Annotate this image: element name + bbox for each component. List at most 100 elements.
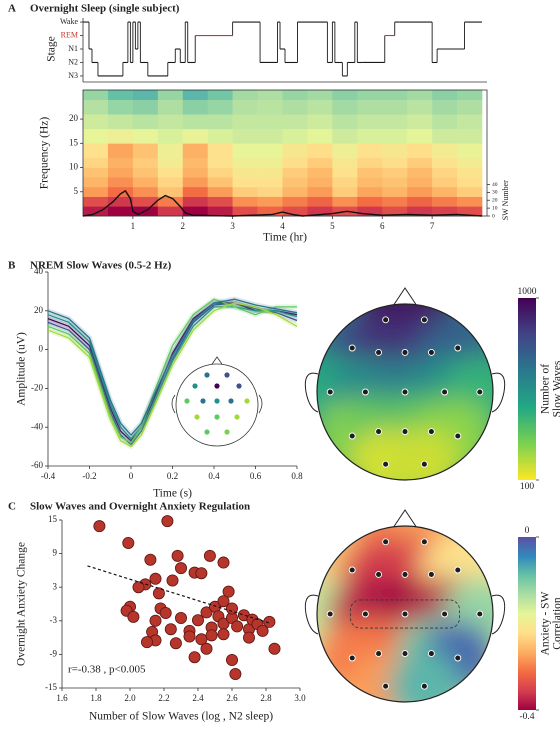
spectrogram-cell bbox=[182, 128, 208, 144]
spectrogram-cell bbox=[332, 157, 358, 168]
spectrogram-cell bbox=[382, 128, 408, 144]
electrode bbox=[454, 566, 462, 574]
ear bbox=[491, 372, 506, 413]
x-tick-label: 2.6 bbox=[226, 693, 238, 703]
spectrogram-cell bbox=[357, 167, 383, 178]
spectrogram-cell bbox=[432, 196, 458, 207]
spectrogram-cell bbox=[432, 157, 458, 168]
scatter-point bbox=[174, 562, 187, 575]
spectrogram-cell bbox=[357, 196, 383, 207]
y-axis-label: Frequency (Hz) bbox=[39, 117, 51, 190]
spectrogram-cell bbox=[257, 128, 283, 144]
inset-electrode bbox=[204, 372, 210, 378]
spectrogram-cell bbox=[432, 177, 458, 188]
waveform-line bbox=[47, 298, 298, 436]
scatter-point bbox=[149, 572, 162, 585]
electrode bbox=[441, 388, 449, 396]
spectrogram-cell bbox=[307, 186, 333, 197]
spectrogram-cell bbox=[132, 143, 159, 159]
spectrogram-cell bbox=[232, 157, 258, 168]
y-tick-label: 10 bbox=[69, 162, 79, 172]
spectrogram-cell bbox=[357, 128, 383, 144]
spectrogram-cell bbox=[457, 196, 483, 207]
y-tick-label: -15 bbox=[45, 682, 57, 692]
inset-electrode bbox=[192, 383, 198, 389]
inset-outline bbox=[175, 363, 259, 447]
spectrogram-cell bbox=[407, 90, 433, 100]
y-tick-label: 20 bbox=[34, 305, 44, 315]
spectrogram-cell bbox=[332, 143, 358, 159]
waveform-band bbox=[47, 300, 299, 450]
scatter-point bbox=[183, 630, 196, 643]
spectrogram-cell bbox=[207, 167, 233, 178]
spectrogram-cell bbox=[457, 143, 483, 159]
spectrogram-cell bbox=[382, 143, 408, 159]
scatter-point bbox=[200, 642, 213, 655]
x-tick-label: 2.4 bbox=[192, 693, 204, 703]
spectrogram-cell bbox=[232, 196, 258, 207]
plot-frame bbox=[82, 89, 488, 217]
electrode bbox=[348, 566, 356, 574]
spectrogram-cell bbox=[257, 143, 283, 159]
inset-electrode bbox=[214, 398, 220, 404]
spectrogram-cell bbox=[157, 186, 184, 197]
electrode bbox=[454, 432, 462, 440]
y-tick-label: -40 bbox=[31, 421, 43, 431]
spectrogram-cell bbox=[83, 206, 109, 217]
spectrogram-cell bbox=[332, 177, 358, 188]
scatter-point bbox=[217, 595, 230, 608]
y-tick-label: -3 bbox=[50, 615, 58, 625]
scatter-point bbox=[169, 637, 182, 650]
sw-count-line bbox=[82, 189, 483, 217]
scatter-point bbox=[161, 515, 174, 528]
x-tick-label: 6 bbox=[380, 221, 385, 231]
panel-title: Slow Waves and Overnight Anxiety Regulat… bbox=[30, 501, 250, 513]
x-axis-label: Number of Slow Waves (log , N2 sleep) bbox=[89, 711, 273, 723]
scatter-point bbox=[132, 581, 145, 594]
spectrogram-cell bbox=[432, 90, 458, 100]
panel-label: A bbox=[8, 3, 16, 15]
spectrogram-cell bbox=[457, 99, 483, 115]
y2-tick-label: 40 bbox=[492, 182, 498, 188]
spectrogram-cell bbox=[457, 157, 483, 168]
electrode bbox=[361, 388, 369, 396]
spectrogram-cell bbox=[157, 206, 184, 217]
spectrogram-cell bbox=[83, 90, 109, 100]
inset-electrode bbox=[194, 414, 200, 420]
spectrogram-cell bbox=[132, 167, 159, 178]
x-tick-label: 2 bbox=[181, 221, 186, 231]
spectrogram-cell bbox=[207, 177, 233, 188]
spectrogram-cell bbox=[332, 114, 358, 130]
spectrogram-cell bbox=[307, 196, 333, 207]
y-tick-label: 20 bbox=[69, 113, 79, 123]
electrode bbox=[348, 344, 356, 352]
spectrogram-cell bbox=[332, 186, 358, 197]
spectrogram-cell bbox=[207, 114, 233, 130]
spectrogram-cell bbox=[232, 99, 258, 115]
spectrogram-cell bbox=[182, 186, 208, 197]
spectrogram-cell bbox=[207, 206, 233, 217]
y-axis-label: Stage bbox=[46, 36, 58, 62]
panel-label: B bbox=[8, 260, 16, 272]
spectrogram-cell bbox=[207, 143, 233, 159]
electrode bbox=[427, 570, 435, 578]
spectrogram-cell bbox=[157, 167, 184, 178]
spectrogram-cell bbox=[282, 206, 308, 217]
spectrogram-cell bbox=[207, 90, 233, 100]
spectrogram-cell bbox=[432, 206, 458, 217]
spectrogram-cell bbox=[332, 167, 358, 178]
fit-line bbox=[87, 565, 270, 624]
spectrogram-cell bbox=[357, 99, 383, 115]
spectrogram-cell bbox=[282, 167, 308, 178]
spectrogram-cell bbox=[132, 114, 159, 130]
x-tick-label: 1.6 bbox=[56, 693, 68, 703]
spectrogram-cell bbox=[157, 177, 184, 188]
spectrogram-cell bbox=[257, 186, 283, 197]
spectrogram-cell bbox=[407, 157, 433, 168]
spectrogram-cell bbox=[83, 99, 109, 115]
spectrogram-cell bbox=[157, 157, 184, 168]
spectrogram-cell bbox=[382, 167, 408, 178]
spectrogram-cell bbox=[83, 143, 109, 159]
y-axis-label: Amplitude (uV) bbox=[16, 332, 28, 406]
